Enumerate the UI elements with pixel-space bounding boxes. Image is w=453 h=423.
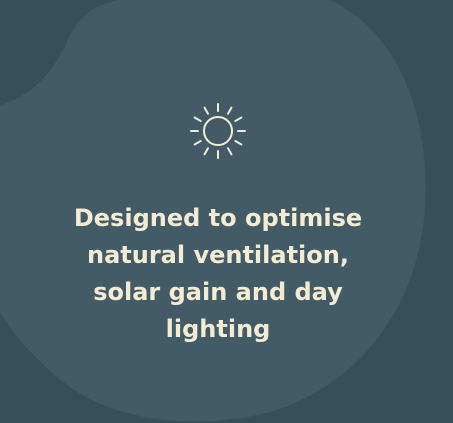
feature-headline: Designed to optimise natural ventilation… [73,204,363,343]
sun-icon [190,103,246,159]
